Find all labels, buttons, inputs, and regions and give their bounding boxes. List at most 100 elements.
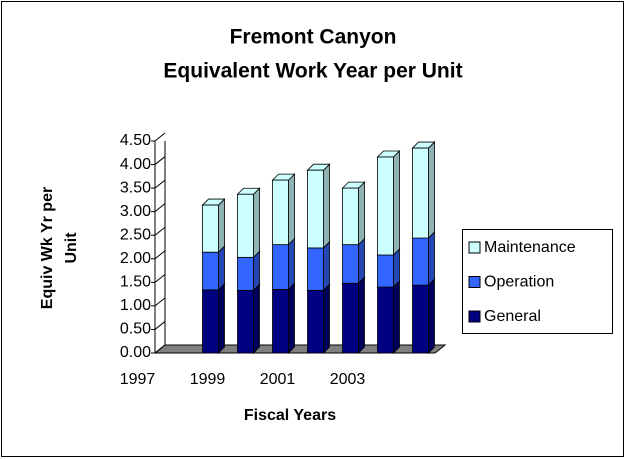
bar-segment [201,198,226,254]
wall-tick [154,179,166,189]
bar-side [323,240,330,292]
bar [272,179,289,246]
bar-segment [201,245,226,291]
y-tick-label: 3.00 [120,203,151,220]
x-axis-title: Fiscal Years [244,407,336,424]
bar [202,289,219,354]
legend-swatch [468,241,481,254]
y-tick-label: 4.00 [120,156,151,173]
bar-side [253,250,260,292]
bar [307,169,324,249]
bar [342,187,359,246]
bar-side [288,173,295,246]
wall-tick [154,273,166,283]
bar-side [393,280,400,354]
y-tick-label: 2.50 [120,226,151,243]
bar [307,289,324,354]
bar-side [393,248,400,289]
bar [412,284,429,354]
y-tick-label: 4.50 [120,132,151,149]
wall-tick [154,321,166,330]
legend-label: Operation [484,274,554,291]
bar [377,286,394,354]
wall-tick [154,297,166,307]
bar-segment [306,283,331,354]
y-axis-title: Unit [63,232,80,264]
bar-segment [411,231,436,287]
bar-segment [271,173,296,246]
bar-segment [376,150,401,256]
bar [202,251,219,291]
bar-side [218,198,225,254]
bar-side [323,283,330,354]
y-tick-label: 0.00 [120,344,151,361]
bar-side [393,150,400,256]
bar-segment [271,237,296,291]
x-tick-label: 2003 [330,371,366,388]
bar-side [358,181,365,246]
legend-swatch [468,276,481,288]
bar-side [428,141,435,240]
legend-label: Maintenance [484,239,576,256]
bar [307,247,324,291]
bar-side [288,282,295,354]
bar [412,237,429,286]
bar-side [358,237,365,285]
bar-segment [236,283,261,354]
wall-tick [154,344,166,354]
legend-label: General [484,308,541,325]
bar [342,282,359,354]
bar [237,289,254,354]
bar-segment [236,187,261,259]
bar-side [428,231,435,287]
bar-side [358,276,365,354]
bar [342,244,359,284]
bar-side [218,245,225,291]
x-tick-label: 1999 [190,371,226,388]
bar-side [253,283,260,354]
bar-segment [341,181,366,246]
bar-side [218,282,225,354]
bar [237,256,254,291]
legend-box [462,229,613,334]
chart-title: Fremont Canyon [230,26,397,49]
bar-segment [341,237,366,285]
bar-segment [341,276,366,354]
bar-segment [271,282,296,354]
bar [202,204,219,253]
bar [412,147,429,239]
bar-side [288,237,295,291]
bar-segment [376,280,401,354]
bar-side [253,187,260,259]
y-tick-label: 0.50 [120,321,151,338]
bar [377,156,394,256]
bar [377,254,394,288]
bar [237,193,254,258]
wall-tick [154,250,166,260]
bar-side [428,278,435,354]
y-tick-label: 1.00 [120,297,151,314]
legend-swatch [468,310,481,323]
bar-segment [411,278,436,354]
y-tick-label: 3.50 [120,179,151,196]
y-tick-label: 1.50 [120,274,151,291]
y-axis-title: Equiv Wk Yr per [39,187,56,309]
floor [153,344,447,354]
chart-title: Equivalent Work Year per Unit [163,60,462,83]
wall-tick [154,156,166,165]
wall-tick [154,203,166,213]
bar [272,288,289,354]
x-tick-label: 1997 [120,371,156,388]
bar-segment [411,141,436,240]
bar-segment [306,240,331,292]
bar [272,244,289,290]
x-tick-label: 2001 [260,371,296,388]
bar-segment [306,163,331,249]
y-tick-label: 2.00 [120,250,151,267]
wall-tick [154,226,166,236]
bar-side [323,163,330,249]
wall-tick [154,132,166,142]
bar-segment [201,282,226,354]
